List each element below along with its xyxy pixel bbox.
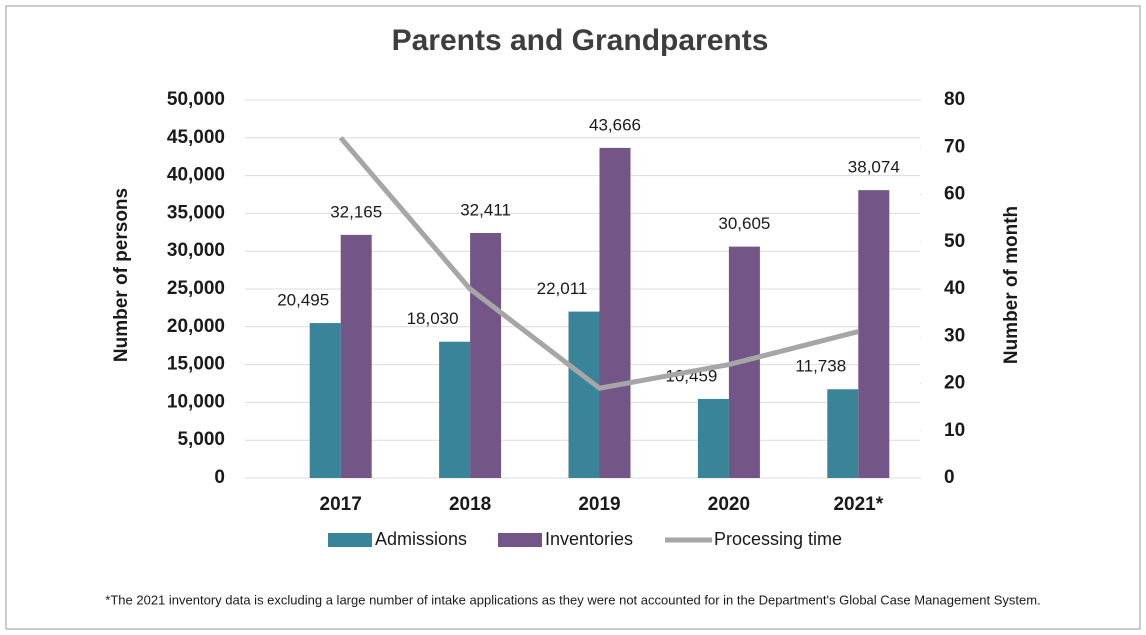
bar bbox=[470, 232, 502, 478]
y-tick-label: 45,000 bbox=[167, 127, 225, 148]
y-tick-label: 10,000 bbox=[167, 391, 225, 412]
y2-tick-label: 80 bbox=[944, 89, 965, 110]
y2-tick-label: 50 bbox=[944, 231, 965, 252]
y2-tick-label: 60 bbox=[944, 184, 965, 205]
y-tick-label: 50,000 bbox=[167, 89, 225, 110]
bar bbox=[568, 311, 600, 478]
bar bbox=[827, 389, 859, 478]
value-label: 32,411 bbox=[460, 200, 511, 219]
bar bbox=[309, 323, 341, 478]
y2-tick-label: 40 bbox=[944, 278, 965, 299]
y-tick-label: 35,000 bbox=[167, 202, 225, 223]
line bbox=[338, 136, 859, 391]
y-tick-label: 5,000 bbox=[177, 429, 225, 450]
y-tick-label: 30,000 bbox=[167, 240, 225, 261]
legend-swatch bbox=[328, 533, 372, 547]
bar bbox=[599, 147, 631, 478]
legend-label: Inventories bbox=[545, 529, 633, 549]
legend-label: Admissions bbox=[375, 529, 467, 549]
x-tick-label: 2019 bbox=[578, 494, 620, 515]
value-label: 11,738 bbox=[795, 357, 846, 376]
bar bbox=[697, 398, 729, 478]
y2-tick-label: 70 bbox=[944, 136, 965, 157]
bar bbox=[439, 341, 471, 478]
y-tick-label: 40,000 bbox=[167, 165, 225, 186]
value-label: 20,495 bbox=[277, 291, 329, 310]
y2-tick-label: 20 bbox=[944, 373, 965, 394]
x-tick-label: 2021* bbox=[833, 494, 883, 515]
y2-tick-label: 10 bbox=[944, 420, 965, 441]
y-tick-label: 25,000 bbox=[167, 278, 225, 299]
bar bbox=[858, 190, 890, 478]
y-tick-label: 15,000 bbox=[167, 354, 225, 375]
value-label: 43,666 bbox=[589, 115, 641, 134]
y2-tick-label: 30 bbox=[944, 325, 965, 346]
value-label: 22,011 bbox=[537, 279, 588, 298]
x-tick-label: 2020 bbox=[708, 494, 750, 515]
value-label: 18,030 bbox=[407, 309, 459, 328]
bar bbox=[340, 234, 372, 478]
y2-tick-label: 0 bbox=[944, 467, 955, 488]
x-tick-label: 2017 bbox=[320, 494, 362, 515]
footnote: *The 2021 inventory data is excluding a … bbox=[105, 592, 1040, 607]
value-label: 38,074 bbox=[848, 158, 900, 177]
y-tick-label: 0 bbox=[214, 467, 225, 488]
x-tick-label: 2018 bbox=[449, 494, 491, 515]
y-tick-label: 20,000 bbox=[167, 316, 225, 337]
chart-title: Parents and Grandparents bbox=[392, 24, 769, 57]
y-axis-label: Number of persons bbox=[111, 188, 132, 362]
legend-swatch bbox=[498, 533, 542, 547]
value-label: 30,605 bbox=[718, 214, 770, 233]
legend-label: Processing time bbox=[714, 529, 842, 549]
value-label: 32,165 bbox=[330, 202, 382, 221]
y2-axis-label: Number of month bbox=[1001, 206, 1022, 364]
